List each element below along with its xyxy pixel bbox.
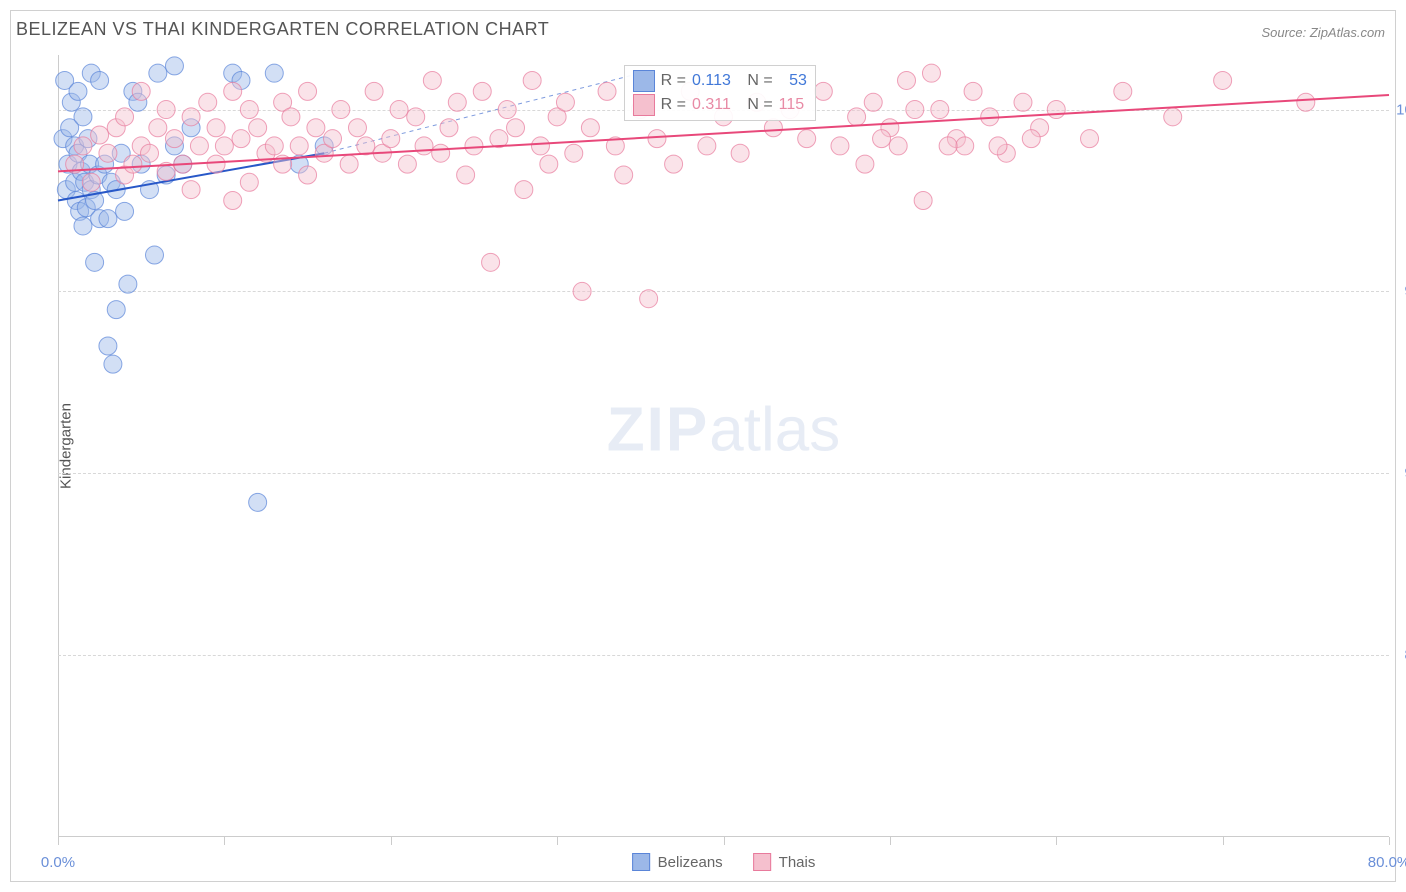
stats-row-thais: R = 0.311 N = 115 bbox=[633, 94, 807, 116]
r-value-belizeans: 0.113 bbox=[692, 72, 731, 90]
stats-row-belizeans: R = 0.113 N = 53 bbox=[633, 70, 807, 92]
plot-svg bbox=[58, 55, 1389, 837]
legend-swatch-belizeans bbox=[632, 853, 650, 871]
y-tick-label: 100.0% bbox=[1396, 101, 1406, 118]
x-tick bbox=[724, 837, 725, 845]
n-label: N = bbox=[747, 72, 772, 90]
stats-swatch-belizeans bbox=[633, 70, 655, 92]
stats-swatch-thais bbox=[633, 94, 655, 116]
n-label: N = bbox=[747, 96, 772, 114]
chart-title: BELIZEAN VS THAI KINDERGARTEN CORRELATIO… bbox=[16, 19, 549, 40]
x-tick bbox=[58, 837, 59, 845]
x-tick-label: 0.0% bbox=[41, 854, 75, 871]
x-tick-label: 80.0% bbox=[1368, 854, 1406, 871]
n-value-belizeans bbox=[779, 72, 783, 90]
x-tick bbox=[1056, 837, 1057, 845]
legend-swatch-thais bbox=[753, 853, 771, 871]
x-tick bbox=[1389, 837, 1390, 845]
legend-bottom: Belizeans Thais bbox=[632, 853, 816, 871]
legend-label-thais: Thais bbox=[779, 854, 816, 871]
x-tick bbox=[224, 837, 225, 845]
x-tick bbox=[557, 837, 558, 845]
x-tick bbox=[890, 837, 891, 845]
legend-item-belizeans: Belizeans bbox=[632, 853, 723, 871]
chart-container: BELIZEAN VS THAI KINDERGARTEN CORRELATIO… bbox=[10, 10, 1396, 882]
x-tick bbox=[1223, 837, 1224, 845]
source-label: Source: ZipAtlas.com bbox=[1261, 25, 1385, 40]
legend-item-thais: Thais bbox=[753, 853, 816, 871]
stats-box: R = 0.113 N = 53 R = 0.311 N = 115 bbox=[624, 65, 816, 121]
n-value-thais: 115 bbox=[779, 96, 805, 114]
legend-label-belizeans: Belizeans bbox=[658, 854, 723, 871]
plot-area: ZIPatlas R = 0.113 N = 53 R = 0.311 N = … bbox=[58, 55, 1389, 837]
r-label: R = bbox=[661, 96, 686, 114]
r-value-thais: 0.311 bbox=[692, 96, 731, 114]
x-tick bbox=[391, 837, 392, 845]
r-label: R = bbox=[661, 72, 686, 90]
